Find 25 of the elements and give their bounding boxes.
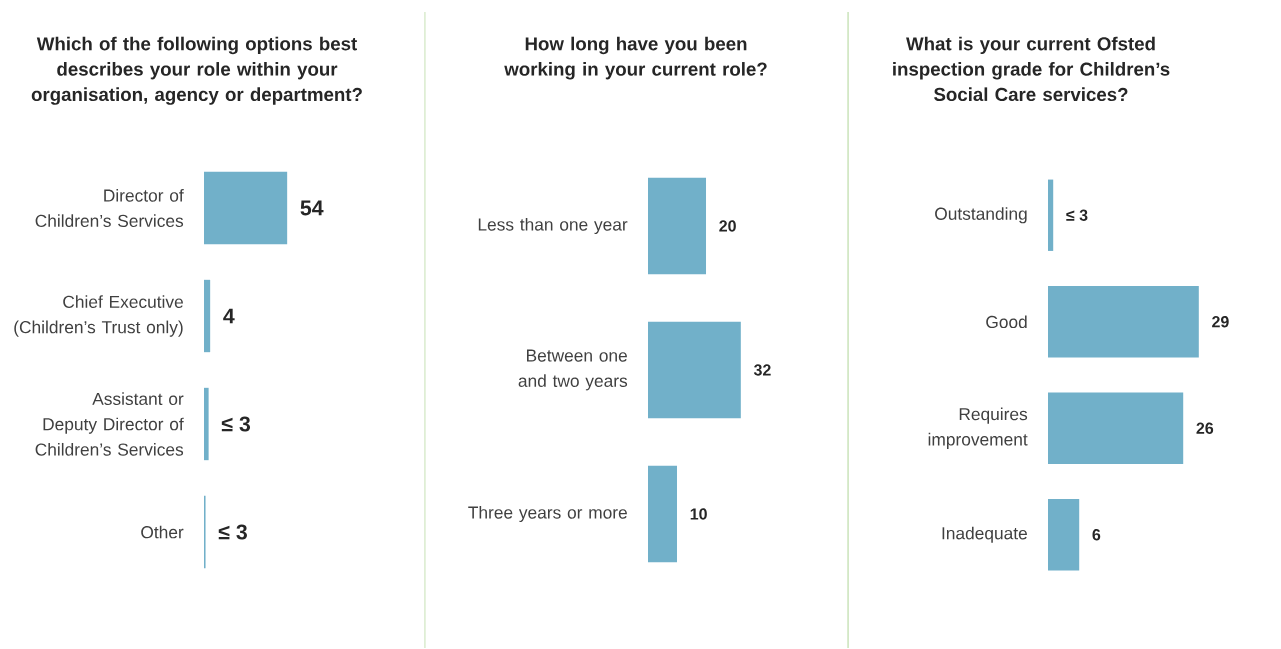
y-tick-label: Between one and two years xyxy=(518,349,628,391)
y-tick-label: Less than one year xyxy=(478,218,628,235)
y-tick-label: Director of Children’s Services xyxy=(35,189,184,228)
data-label: ≤ 3 xyxy=(218,524,247,540)
chart-title: Which of the following options best describes your role within your organisation, agency or department? xyxy=(31,36,362,106)
y-tick-label: Outstanding xyxy=(935,207,1027,224)
data-label: 29 xyxy=(1212,316,1229,328)
data-label: 26 xyxy=(1196,422,1214,435)
chart-title: How long have you been working in your current role? xyxy=(504,36,767,80)
data-label: 6 xyxy=(1092,529,1101,541)
y-tick-label: Three years or more xyxy=(468,506,627,523)
y-tick-label: Good xyxy=(986,315,1027,329)
data-label: ≤ 3 xyxy=(221,416,251,432)
y-tick-label: Assistant or Deputy Director of Children’s Services xyxy=(35,392,184,456)
data-label: 54 xyxy=(300,200,324,216)
data-label: 10 xyxy=(690,508,707,520)
data-label: 32 xyxy=(753,364,771,376)
data-label: ≤ 3 xyxy=(1066,209,1088,222)
y-tick-label: Inadequate xyxy=(942,526,1027,544)
data-label: 4 xyxy=(223,308,235,324)
data-label: 20 xyxy=(719,220,736,232)
y-tick-label: Chief Executive (Children’s Trust only) xyxy=(14,295,183,337)
y-tick-label: Other xyxy=(141,525,184,539)
y-tick-label: Requires improvement xyxy=(928,407,1028,450)
chart-title: What is your current Ofsted inspection grade for Children’s Social Care services? xyxy=(893,36,1170,102)
